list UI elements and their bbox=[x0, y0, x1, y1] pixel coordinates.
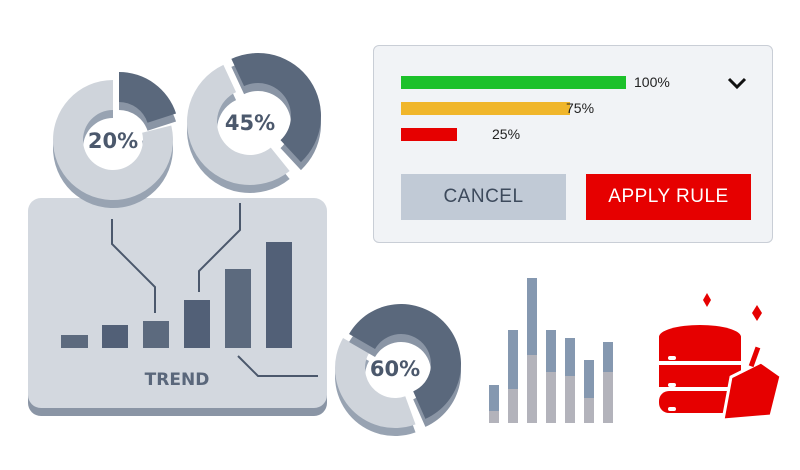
stacked-bar-base bbox=[546, 372, 556, 423]
stacked-bar-base bbox=[603, 372, 613, 423]
stacked-bar-base bbox=[565, 376, 575, 423]
donut-chart: 45% bbox=[187, 52, 322, 193]
stacked-bar-top bbox=[489, 385, 499, 411]
stacked-bar-base bbox=[489, 411, 499, 423]
stacked-bar-top bbox=[546, 330, 556, 372]
connector-line bbox=[111, 219, 156, 313]
connector-line bbox=[198, 203, 241, 292]
stacked-bar-top bbox=[603, 342, 613, 372]
donut-value bbox=[349, 303, 462, 419]
level-bar-25 bbox=[401, 128, 458, 141]
donut-value bbox=[119, 72, 177, 123]
trend-bar bbox=[225, 269, 251, 348]
stacked-bar-top bbox=[527, 278, 537, 355]
donut-label: 60% bbox=[370, 357, 420, 381]
database-cleanup-icon bbox=[659, 293, 783, 422]
donut-label: 45% bbox=[225, 111, 275, 135]
stacked-bar-top bbox=[565, 338, 575, 376]
trend-bar bbox=[184, 300, 210, 348]
stacked-bar-base bbox=[527, 355, 537, 423]
donut-rest bbox=[335, 338, 416, 429]
donut-chart: 60% bbox=[335, 303, 462, 436]
level-label: 25% bbox=[492, 126, 521, 142]
trend-bar bbox=[61, 335, 88, 348]
level-bar-100 bbox=[401, 76, 626, 89]
apply-rule-button[interactable]: APPLY RULE bbox=[586, 174, 751, 220]
connector-line bbox=[237, 355, 318, 377]
donut-rest bbox=[52, 80, 173, 201]
trend-label: TREND bbox=[145, 370, 210, 390]
trend-panel: TREND bbox=[28, 198, 327, 416]
donut-chart: 20% bbox=[52, 72, 177, 208]
trend-bar bbox=[266, 242, 292, 348]
donut-rest bbox=[187, 64, 290, 185]
sparkle-icon bbox=[703, 293, 711, 307]
level-bar-75 bbox=[401, 102, 570, 115]
stacked-bar-base bbox=[584, 398, 594, 423]
rule-dialog: 100% 75% 25% CANCEL APPLY RULE bbox=[373, 45, 773, 243]
donut-label: 20% bbox=[88, 129, 138, 153]
level-label: 100% bbox=[634, 74, 670, 90]
cancel-button[interactable]: CANCEL bbox=[401, 174, 566, 220]
level-label: 75% bbox=[566, 100, 595, 116]
chevron-down-icon[interactable] bbox=[726, 74, 748, 92]
stacked-bar-top bbox=[508, 330, 518, 389]
stacked-bar-base bbox=[508, 389, 518, 423]
trend-bar bbox=[102, 325, 128, 348]
sparkle-icon bbox=[752, 305, 762, 321]
trend-bar bbox=[143, 321, 169, 348]
donut-value bbox=[231, 52, 322, 163]
stacked-bar-top bbox=[584, 360, 594, 398]
